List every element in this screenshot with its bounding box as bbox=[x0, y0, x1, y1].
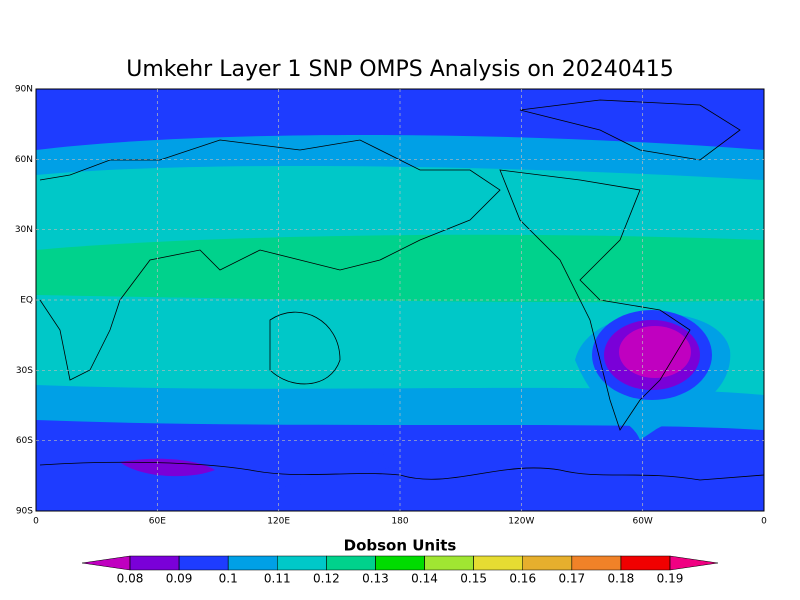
colorbar-segment bbox=[522, 555, 573, 571]
lon-label: 0 bbox=[761, 517, 767, 527]
colorbar-segment bbox=[326, 555, 376, 571]
colorbar-segment bbox=[277, 555, 327, 571]
colorbar-tick-label: 0.08 bbox=[117, 572, 144, 586]
lat-label: 90N bbox=[15, 85, 33, 95]
colorbar-tick-label: 0.16 bbox=[509, 572, 536, 586]
lat-label: 90S bbox=[16, 507, 33, 517]
lon-label: 180 bbox=[391, 517, 408, 527]
lat-label: EQ bbox=[20, 296, 33, 306]
colorbar-tick-label: 0.19 bbox=[657, 572, 684, 586]
colorbar-tick-label: 0.14 bbox=[411, 572, 438, 586]
colorbar-over bbox=[669, 555, 719, 571]
lon-label: 120W bbox=[508, 517, 534, 527]
colorbar-label: Dobson Units bbox=[344, 537, 457, 555]
colorbar-segment bbox=[473, 555, 523, 571]
colorbar-segment bbox=[571, 555, 622, 571]
lon-label: 60W bbox=[632, 517, 652, 527]
lat-label: 60S bbox=[16, 436, 33, 446]
colorbar-segment bbox=[424, 555, 474, 571]
lat-label: 60N bbox=[15, 155, 33, 165]
colorbar-tick-label: 0.11 bbox=[264, 572, 291, 586]
lat-label: 30N bbox=[15, 225, 33, 235]
colorbar-segment bbox=[129, 555, 180, 571]
colorbar-tick-label: 0.09 bbox=[166, 572, 193, 586]
colorbar-segment bbox=[178, 555, 229, 571]
colorbar-segment bbox=[227, 555, 278, 571]
colorbar-segment bbox=[375, 555, 425, 571]
colorbar-tick-label: 0.12 bbox=[313, 572, 340, 586]
lon-label: 120E bbox=[267, 517, 290, 527]
graticule bbox=[36, 89, 764, 511]
map-title: Umkehr Layer 1 SNP OMPS Analysis on 2024… bbox=[126, 57, 674, 82]
colorbar-under bbox=[81, 555, 131, 571]
lon-label: 60E bbox=[149, 517, 166, 527]
colorbar-segment bbox=[620, 555, 671, 571]
lat-label: 30S bbox=[16, 366, 33, 376]
colorbar-tick-label: 0.17 bbox=[558, 572, 585, 586]
colorbar-tick-label: 0.13 bbox=[362, 572, 389, 586]
colorbar-tick-label: 0.1 bbox=[219, 572, 238, 586]
lon-label: 0 bbox=[33, 517, 39, 527]
colorbar-tick-label: 0.15 bbox=[460, 572, 487, 586]
colorbar-tick-label: 0.18 bbox=[608, 572, 635, 586]
